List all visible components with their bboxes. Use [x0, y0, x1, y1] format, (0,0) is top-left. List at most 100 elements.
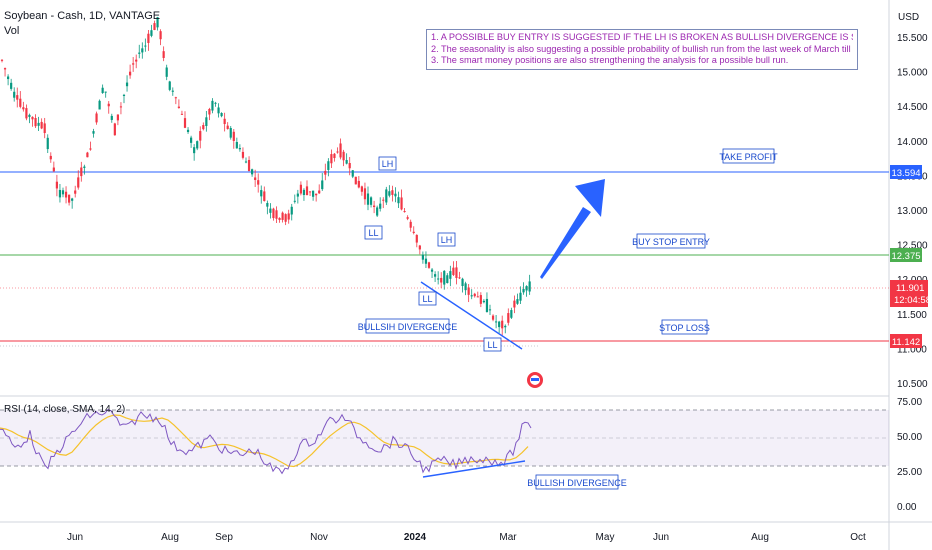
- price-divergence-line[interactable]: [420, 281, 523, 350]
- candle-body: [315, 193, 318, 196]
- analysis-note[interactable]: 1. A POSSIBLE BUY ENTRY IS SUGGESTED IF …: [426, 29, 858, 70]
- candle-body: [491, 315, 495, 320]
- candle-body: [37, 122, 40, 126]
- candle-body: [31, 116, 34, 120]
- candle-body: [278, 217, 281, 220]
- divergence-box-rsi: [535, 474, 619, 490]
- time-tick-label: Mar: [499, 532, 517, 543]
- candle-body: [116, 114, 119, 121]
- candle-body: [214, 102, 217, 104]
- candle-body: [196, 141, 199, 149]
- candle-body: [327, 161, 330, 170]
- candle-body: [86, 152, 89, 158]
- candle-body: [241, 151, 245, 158]
- candle-body: [193, 147, 196, 154]
- candle-body: [49, 155, 52, 160]
- candle-body: [437, 278, 440, 280]
- candle-body: [205, 117, 208, 127]
- candle-body: [58, 189, 62, 198]
- candle-body: [351, 170, 354, 177]
- candle-body: [312, 190, 315, 197]
- candle-body: [119, 106, 123, 108]
- symbol-header[interactable]: Soybean - Cash, 1D, VANTAGE: [4, 10, 161, 22]
- candle-body: [504, 325, 507, 328]
- candle-body: [385, 189, 388, 203]
- lh-label-2: LH: [441, 235, 453, 245]
- candle-body: [296, 193, 299, 197]
- candle-body: [443, 270, 446, 285]
- time-tick-label: Aug: [751, 532, 769, 543]
- candle-body: [77, 177, 80, 188]
- bullish-arrow[interactable]: [540, 179, 605, 279]
- rsi-title[interactable]: RSI (14, close, SMA, 14, 2): [4, 404, 126, 415]
- take-profit-tag: [890, 165, 922, 179]
- candle-body: [229, 128, 232, 138]
- lh-label-1: LH: [382, 159, 394, 169]
- candle-body: [430, 269, 434, 272]
- candle-body: [290, 206, 293, 215]
- candle-body: [345, 160, 348, 164]
- price-tick-label: 12.500: [897, 241, 928, 252]
- ll-label-1: LL: [368, 228, 378, 238]
- candle-body: [80, 167, 83, 177]
- event-flag-icon[interactable]: [527, 372, 543, 388]
- candle-body: [220, 112, 223, 117]
- candle-body: [519, 292, 522, 301]
- candle-body: [22, 107, 25, 110]
- candle-body: [476, 296, 479, 298]
- lh-box-2: [437, 232, 456, 247]
- price-tick-label: 10.500: [897, 379, 928, 390]
- candle-body: [357, 180, 360, 188]
- candle-body: [244, 161, 248, 163]
- candle-body: [180, 113, 184, 115]
- take-profit-label: TAKE PROFIT: [719, 152, 778, 162]
- candle-body: [470, 295, 473, 297]
- candle-body: [95, 113, 98, 123]
- candle-body: [434, 274, 437, 277]
- candle-body: [366, 193, 370, 205]
- candle-body: [52, 167, 55, 172]
- candle-body: [211, 100, 214, 111]
- candle-body: [92, 131, 95, 134]
- candle-body: [488, 309, 492, 311]
- candle-body: [354, 176, 357, 185]
- candle-body: [165, 67, 168, 77]
- candle-body: [141, 48, 144, 53]
- candle-body: [177, 106, 180, 108]
- candle-body: [217, 107, 220, 114]
- candle-body: [528, 281, 531, 292]
- candle-body: [232, 131, 235, 141]
- candle-body: [446, 275, 449, 284]
- candle-body: [394, 193, 397, 197]
- candle-body: [162, 51, 165, 58]
- price-tick-label: 14.000: [897, 137, 928, 148]
- candle-body: [19, 98, 22, 107]
- candle-body: [61, 190, 65, 195]
- candle-body: [287, 213, 290, 220]
- candle-body: [132, 63, 135, 65]
- candle-body: [363, 188, 367, 200]
- divergence-box-price: [365, 318, 450, 334]
- buy-stop-label: BUY STOP ENTRY: [632, 237, 710, 247]
- candle-body: [321, 180, 324, 190]
- rsi-tick-label: 0.00: [897, 502, 917, 513]
- candle-body: [190, 137, 193, 143]
- candle-body: [324, 170, 327, 175]
- rsi-divergence-line[interactable]: [422, 460, 526, 478]
- candle-body: [3, 68, 7, 70]
- candle-body: [409, 221, 412, 228]
- candlestick-series: [0, 16, 531, 337]
- candle-body: [251, 169, 254, 175]
- candle-body: [129, 71, 132, 76]
- candle-body: [281, 212, 284, 220]
- candle-body: [113, 123, 116, 136]
- candle-body: [348, 162, 351, 169]
- candle-body: [55, 181, 58, 189]
- note-line-2: 2. The seasonality is also suggesting a …: [431, 43, 853, 54]
- candle-body: [0, 59, 4, 61]
- candle-body: [379, 203, 382, 209]
- rsi-tick-label: 25.00: [897, 467, 922, 478]
- candle-body: [43, 123, 46, 134]
- candle-body: [360, 186, 363, 192]
- candle-body: [418, 245, 421, 250]
